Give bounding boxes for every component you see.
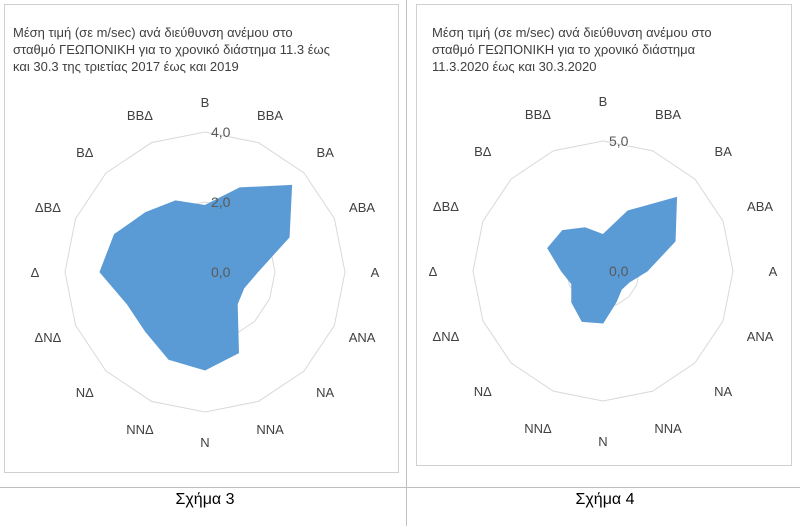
chart-title: Μέση τιμή (σε m/sec) ανά διεύθυνση ανέμο… [13,25,330,74]
caption-divider [0,487,800,488]
category-label: Δ [429,264,438,279]
category-label: ΒΒΔ [525,107,551,122]
radial-tick-label: 0,0 [609,263,629,279]
series-area-0 [99,184,293,371]
figure-caption-2: Σχήμα 4 [575,491,635,508]
category-label: ΝΑ [316,385,334,400]
chart-title: Μέση τιμή (σε m/sec) ανά διεύθυνση ανέμο… [432,25,712,74]
series-area-0 [547,196,678,324]
category-label: ΔΒΔ [433,199,459,214]
category-label: Δ [31,265,40,280]
radial-tick-label: 0,0 [211,264,231,280]
category-label: ΒΒΔ [127,108,153,123]
category-label: ΒΔ [474,144,492,159]
category-label: ΝΝΔ [524,421,552,436]
chart-panel-1: Μέση τιμή (σε m/sec) ανά διεύθυνση ανέμο… [4,4,399,473]
category-label: ΑΒΑ [747,199,773,214]
category-label: ΝΑ [714,384,732,399]
category-label: ΒΒΑ [655,107,681,122]
category-label: Ν [598,434,607,449]
category-label: Β [599,94,608,109]
category-label: ΔΝΔ [433,329,460,344]
category-label: Ν [200,435,209,450]
radar-chart: 0,0 5,0 Β ΒΒΑ ΒΑ ΑΒΑ Α ΑΝΑ ΝΑ ΝΝΑ Ν ΝΝΔ ΝΔ ΔΝΔ Δ ΔΒΔ ΒΔ Β… [429,94,778,449]
category-label: ΒΑ [317,145,335,160]
grid-ring-1 [64,131,346,413]
chart-panel-2: Μέση τιμή (σε m/sec) ανά διεύθυνση ανέμο… [416,4,792,466]
grid-ring-0 [472,140,734,402]
column-divider [406,0,407,526]
radar-chart: 0,0 2,0 4,0Β ΒΒΑ ΒΑ ΑΒΑ Α ΑΝΑ ΝΑ ΝΝΑ Ν ΝΝΔ ΝΔ ΔΝΔ Δ ΔΒΔ… [31,95,380,450]
radial-tick-label: 4,0 [211,124,231,140]
category-label: Α [371,265,380,280]
category-label: ΝΔ [474,384,492,399]
category-label: Α [769,264,778,279]
radial-tick-label: 2,0 [211,194,231,210]
category-label: ΑΝΑ [349,330,376,345]
category-label: ΒΒΑ [257,108,283,123]
figure-caption-1: Σχήμα 3 [175,491,235,508]
category-label: ΔΝΔ [35,330,62,345]
category-label: Β [201,95,210,110]
category-label: ΔΒΔ [35,200,61,215]
category-label: ΒΔ [76,145,94,160]
category-label: ΝΝΔ [126,422,154,437]
category-label: ΝΝΑ [256,422,284,437]
category-label: ΝΝΑ [654,421,682,436]
category-label: ΝΔ [76,385,94,400]
radial-tick-label: 5,0 [609,133,629,149]
category-label: ΒΑ [715,144,733,159]
category-label: ΑΒΑ [349,200,375,215]
category-label: ΑΝΑ [747,329,774,344]
